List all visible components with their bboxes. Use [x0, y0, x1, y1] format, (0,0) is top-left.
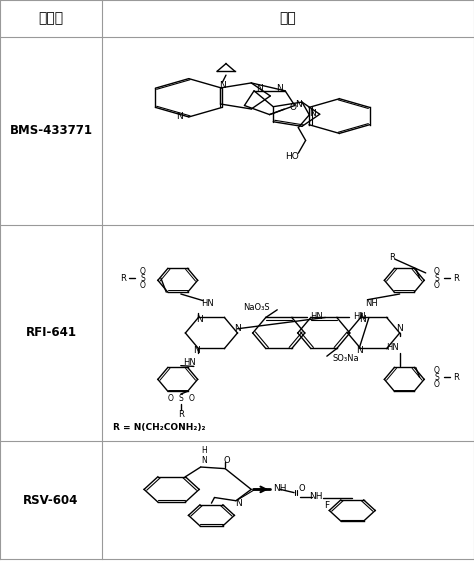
- Text: R: R: [454, 373, 459, 382]
- Text: HN: HN: [354, 312, 366, 321]
- Text: R: R: [454, 274, 459, 283]
- Text: HN: HN: [183, 357, 196, 366]
- Text: 化合物: 化合物: [38, 11, 64, 25]
- Text: BMS-433771: BMS-433771: [9, 124, 92, 137]
- Text: N: N: [234, 324, 241, 333]
- Text: O: O: [434, 281, 439, 290]
- Text: NH: NH: [309, 492, 322, 501]
- Text: RFI-641: RFI-641: [26, 327, 76, 339]
- Text: S: S: [434, 274, 439, 283]
- Text: R: R: [178, 410, 184, 419]
- Text: O: O: [140, 281, 146, 290]
- Text: HN: HN: [386, 343, 399, 352]
- Text: NH: NH: [273, 484, 286, 493]
- Text: HN: HN: [310, 312, 323, 321]
- Text: N: N: [276, 84, 283, 93]
- Text: N: N: [356, 346, 363, 355]
- Text: HO: HO: [285, 152, 299, 161]
- Text: NH: NH: [365, 300, 378, 309]
- Text: O: O: [434, 380, 439, 389]
- Text: SO₃Na: SO₃Na: [333, 353, 360, 363]
- Text: NaO₃S: NaO₃S: [243, 303, 270, 312]
- Text: R = N(CH₂CONH₂)₂: R = N(CH₂CONH₂)₂: [113, 423, 206, 432]
- Text: N: N: [176, 112, 183, 121]
- Text: HN: HN: [201, 300, 214, 309]
- Text: 结构: 结构: [280, 11, 296, 25]
- Text: O: O: [189, 394, 194, 403]
- Text: O: O: [434, 366, 439, 375]
- Text: S: S: [178, 394, 183, 403]
- Text: F: F: [324, 501, 329, 510]
- Text: O: O: [299, 484, 305, 493]
- Text: O: O: [223, 456, 230, 465]
- Text: N: N: [219, 81, 226, 90]
- Text: N: N: [359, 315, 365, 324]
- Text: O: O: [434, 268, 439, 277]
- Text: N: N: [193, 346, 200, 355]
- Text: S: S: [434, 373, 439, 382]
- Text: O: O: [140, 268, 146, 277]
- Text: R: R: [389, 252, 395, 262]
- Text: O: O: [167, 394, 173, 403]
- Text: N: N: [396, 324, 403, 333]
- Text: H
N: H N: [201, 446, 207, 465]
- Text: S: S: [140, 274, 145, 283]
- Text: O: O: [290, 103, 297, 112]
- Text: N: N: [197, 315, 203, 324]
- Text: R: R: [120, 274, 126, 283]
- Text: N: N: [236, 500, 242, 509]
- Text: N: N: [256, 84, 263, 93]
- Text: N: N: [295, 100, 301, 109]
- Text: RSV-604: RSV-604: [23, 493, 79, 507]
- Text: N: N: [309, 109, 316, 118]
